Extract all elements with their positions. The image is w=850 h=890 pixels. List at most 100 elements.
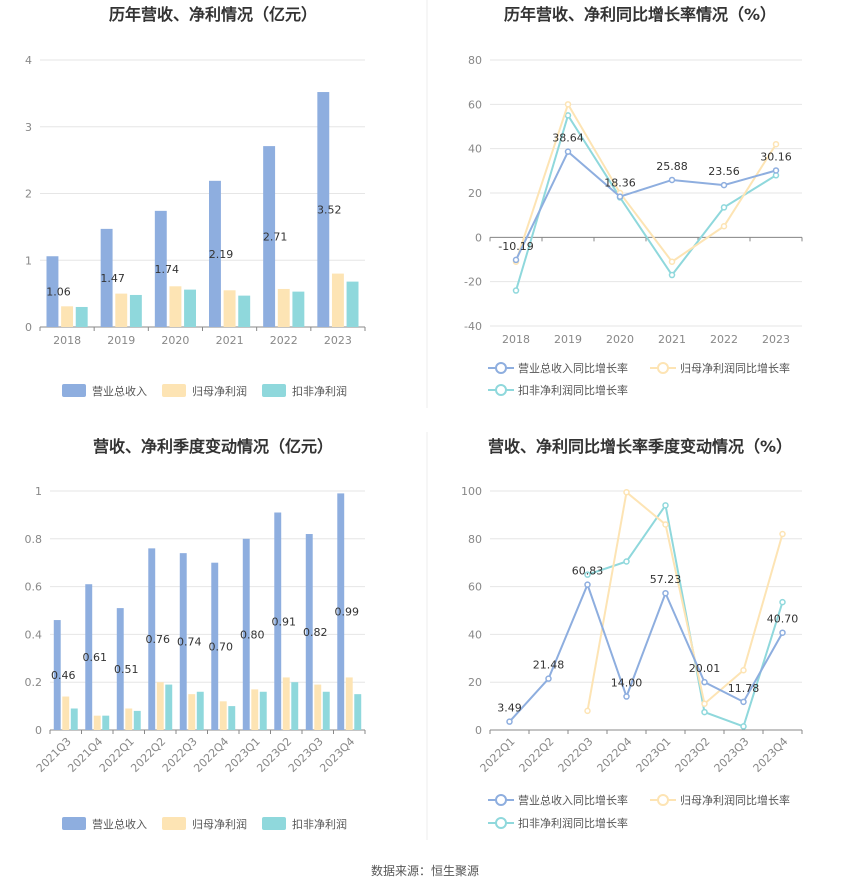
legend-item[interactable]: 营业总收入同比增长率 — [488, 361, 628, 375]
legend-item[interactable]: 营业总收入同比增长率 — [488, 793, 628, 807]
bar — [317, 92, 330, 327]
annual-growth-rate-line-chart: 历年营收、净利同比增长率情况（%） -40 -20 0 20 40 60 80 2018 2019… — [464, 5, 803, 397]
data-point — [668, 271, 676, 279]
bar — [53, 620, 61, 730]
bar — [115, 293, 128, 327]
bar — [85, 584, 93, 730]
y-tick-label: 40 — [468, 143, 482, 156]
y-tick-label: 0 — [35, 724, 42, 737]
bar — [188, 694, 196, 730]
legend-label: 营业总收入 — [92, 384, 147, 398]
data-point — [623, 693, 630, 700]
data-point — [512, 287, 520, 294]
y-tick-label: -40 — [464, 320, 482, 333]
y-tick-label: 60 — [468, 581, 482, 594]
y-tick-label: 0.2 — [25, 676, 43, 689]
legend-item[interactable]: 归母净利润同比增长率 — [650, 793, 790, 807]
bar-data-label: 0.82 — [303, 626, 328, 639]
y-tick-label: 1 — [35, 485, 42, 498]
bar — [102, 715, 110, 730]
legend-item[interactable]: 归母净利润 — [162, 384, 247, 398]
legend-item[interactable]: 营业总收入 — [62, 817, 147, 831]
series-line — [515, 150, 777, 261]
point-data-label: 3.49 — [497, 702, 522, 715]
legend-label: 营业总收入同比增长率 — [518, 361, 628, 375]
bar-data-label: 1.47 — [100, 272, 125, 285]
data-point — [668, 176, 676, 184]
y-tick-label: 40 — [468, 628, 482, 641]
y-tick-label: 20 — [468, 676, 482, 689]
legend-item[interactable]: 营业总收入 — [62, 384, 147, 398]
y-tick-label: 100 — [461, 485, 482, 498]
bar — [100, 228, 113, 327]
point-data-label: -10.19 — [498, 240, 533, 253]
data-point — [701, 678, 708, 686]
bar — [263, 146, 276, 327]
x-tick-label: 2019 — [554, 333, 582, 346]
data-point — [701, 708, 708, 716]
legend-item[interactable]: 归母净利润同比增长率 — [650, 361, 790, 375]
data-point — [772, 140, 780, 148]
y-tick-label: -20 — [464, 276, 482, 289]
x-tick-label: 2023Q4 — [751, 735, 791, 775]
chart-title: 历年营收、净利同比增长率情况（%） — [504, 5, 776, 24]
bar — [345, 677, 353, 730]
legend-swatch — [162, 817, 186, 830]
legend-marker — [495, 384, 507, 396]
legend-label: 扣非净利润同比增长率 — [518, 383, 628, 397]
bar — [228, 706, 236, 730]
x-tick-label: 2022Q4 — [595, 735, 635, 775]
legend-item[interactable]: 归母净利润 — [162, 817, 247, 831]
x-tick-label: 2019 — [107, 334, 135, 347]
data-point — [512, 256, 520, 264]
legend-item[interactable]: 扣非净利润 — [262, 817, 347, 831]
bar-data-label: 0.80 — [240, 628, 265, 641]
legend-label: 营业总收入 — [92, 817, 147, 831]
point-data-label: 14.00 — [611, 677, 643, 690]
x-tick-label: 2022 — [270, 334, 298, 347]
bar — [251, 689, 259, 730]
bar — [219, 701, 227, 730]
bar — [331, 273, 344, 327]
point-data-label: 30.16 — [760, 150, 792, 163]
x-tick-label: 2022 — [710, 333, 738, 346]
legend-item[interactable]: 扣非净利润同比增长率 — [488, 383, 628, 397]
point-data-label: 18.36 — [604, 177, 636, 190]
data-point — [545, 675, 552, 682]
legend-label: 营业总收入同比增长率 — [518, 793, 628, 807]
chart-title: 历年营收、净利情况（亿元） — [109, 5, 317, 24]
data-point — [779, 530, 786, 538]
bar — [242, 538, 250, 730]
series-line — [515, 101, 777, 264]
bar — [354, 694, 362, 730]
bar — [169, 286, 182, 327]
legend-item[interactable]: 扣非净利润 — [262, 384, 347, 398]
point-data-label: 57.23 — [650, 573, 682, 586]
data-point — [564, 148, 572, 155]
data-point — [668, 258, 676, 265]
bar — [62, 696, 70, 730]
legend-item[interactable]: 扣非净利润同比增长率 — [488, 816, 628, 830]
point-data-label: 11.78 — [728, 682, 760, 695]
point-data-label: 20.01 — [689, 662, 721, 675]
data-point — [662, 502, 669, 509]
data-point — [772, 167, 780, 174]
series-line — [586, 490, 784, 712]
point-data-label: 25.88 — [656, 160, 688, 173]
y-tick-label: 20 — [468, 187, 482, 200]
x-tick-label: 2023 — [324, 334, 352, 347]
bar — [211, 562, 219, 730]
bar — [154, 210, 167, 327]
bar — [322, 691, 330, 730]
legend-label: 扣非净利润 — [292, 384, 347, 398]
bar — [346, 281, 359, 327]
legend-label: 归母净利润同比增长率 — [680, 361, 790, 375]
bar — [129, 294, 142, 327]
bar-data-label: 2.71 — [263, 231, 288, 244]
bar-data-label: 0.51 — [114, 663, 139, 676]
bar — [223, 290, 236, 327]
x-tick-label: 2021 — [216, 334, 244, 347]
data-point — [740, 667, 747, 674]
x-tick-label: 2022Q2 — [517, 735, 557, 775]
legend-marker — [495, 817, 507, 829]
